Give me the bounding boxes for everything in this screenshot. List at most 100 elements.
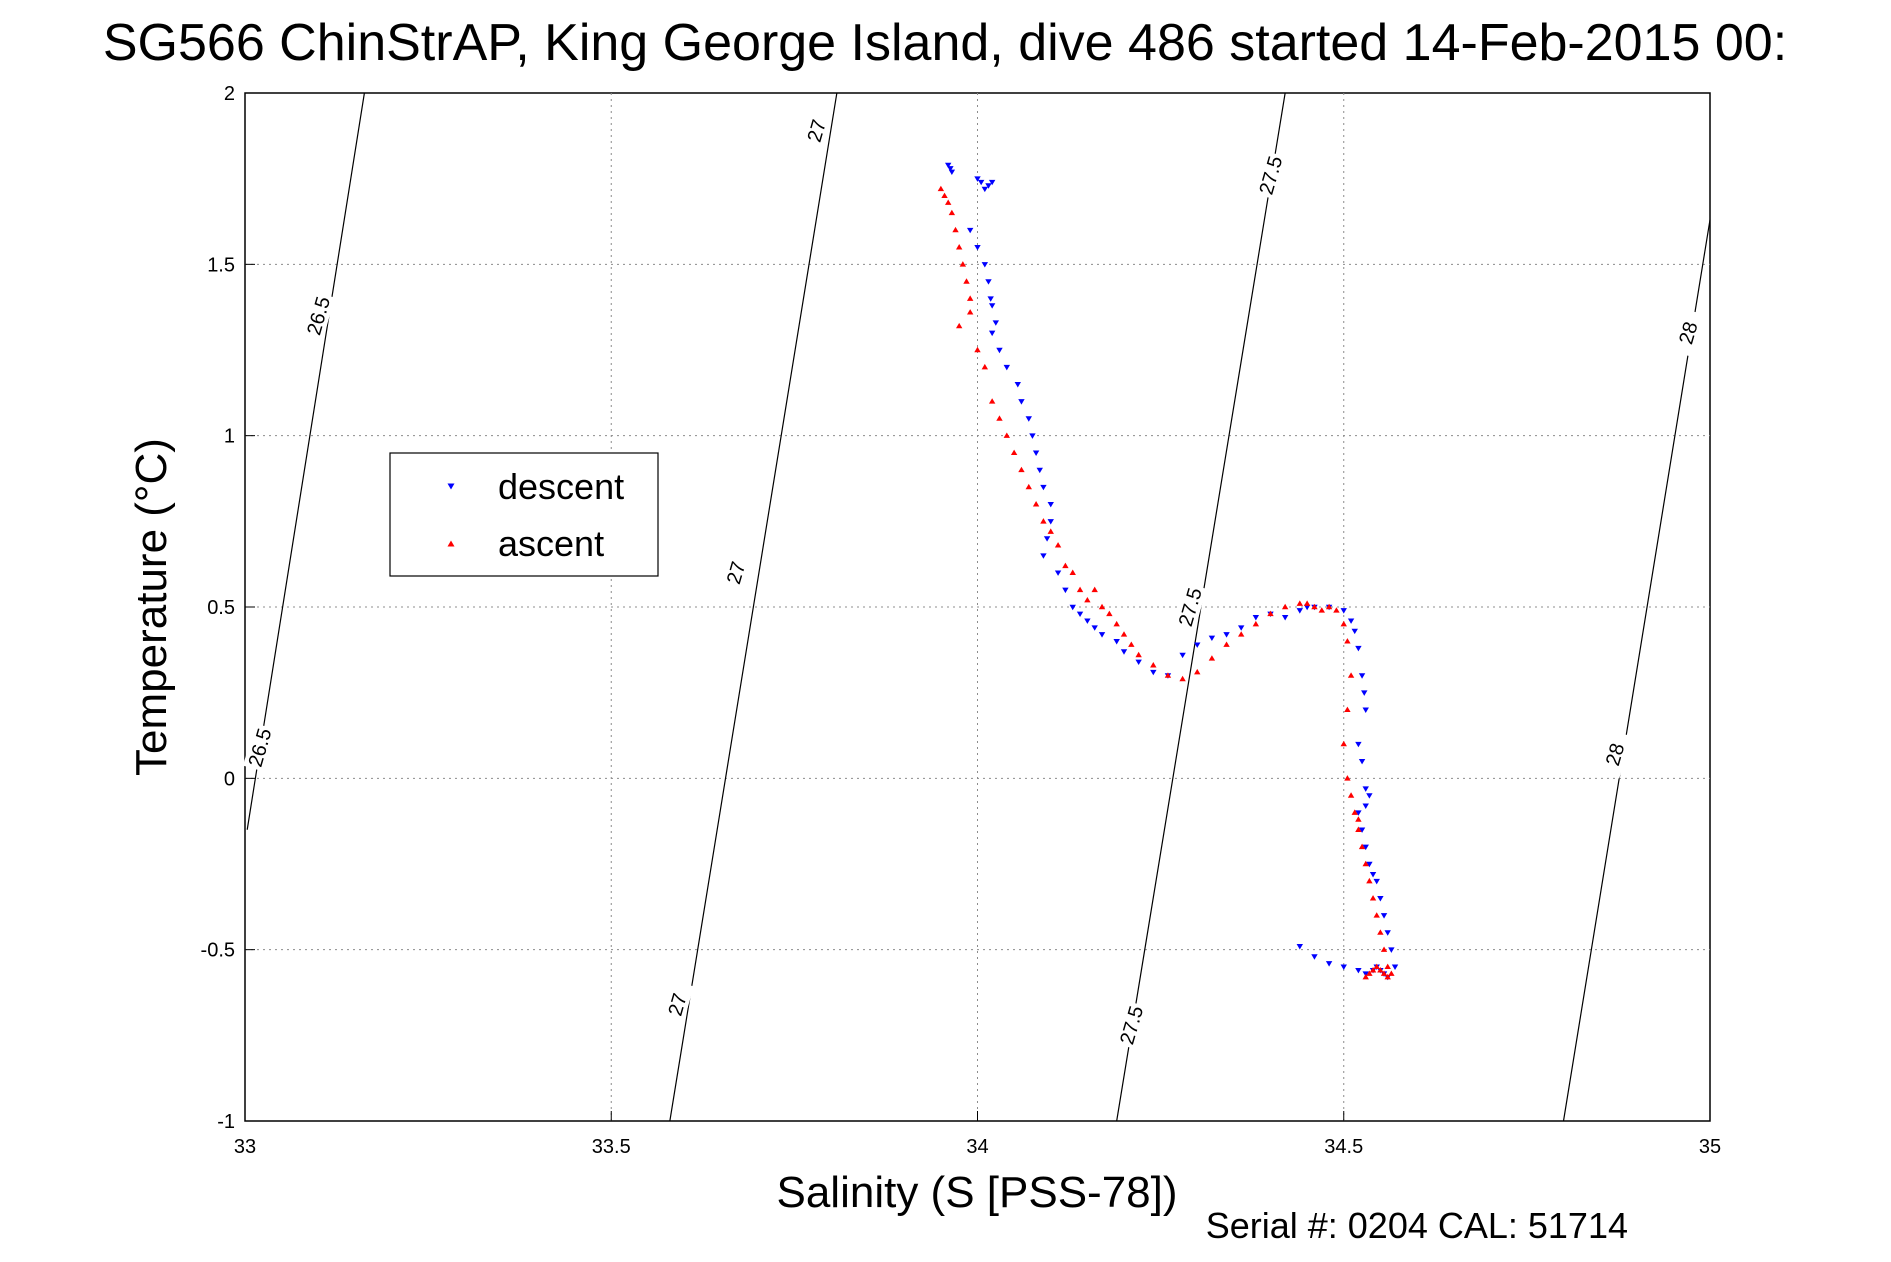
- ascent-point: [996, 415, 1003, 421]
- descent-point: [1062, 587, 1069, 594]
- x-tick-label: 34: [966, 1136, 988, 1158]
- descent-point: [988, 330, 996, 337]
- ascent-point: [955, 322, 963, 329]
- ascent-point: [1208, 655, 1216, 661]
- descent-point: [1054, 570, 1062, 576]
- descent-point: [1362, 844, 1369, 851]
- ascent-point: [974, 346, 981, 353]
- descent-point: [1380, 913, 1388, 919]
- ascent-point: [1384, 973, 1391, 980]
- descent-point: [1340, 608, 1347, 614]
- isopycnal-line-28: [1562, 219, 1711, 1122]
- descent-point: [1355, 741, 1362, 748]
- descent-point: [1069, 604, 1076, 611]
- ascent-point: [1194, 668, 1201, 675]
- ascent-point: [1025, 483, 1032, 490]
- ascent-point: [1164, 672, 1172, 678]
- ascent-point: [1362, 973, 1369, 980]
- ascent-point: [955, 244, 963, 250]
- descent-point: [996, 347, 1003, 354]
- ascent-point: [1351, 809, 1358, 815]
- ascent-point: [1267, 610, 1274, 617]
- ascent-point: [966, 295, 974, 301]
- descent-point: [1296, 608, 1303, 614]
- isopycnal-label-bg: [1253, 151, 1288, 200]
- ascent-point: [1311, 603, 1318, 610]
- descent-point: [1366, 793, 1373, 799]
- descent-point: [1362, 786, 1369, 792]
- ascent-point: [966, 309, 974, 315]
- descent-point: [1040, 553, 1047, 559]
- x-tick-label: 35: [1699, 1136, 1721, 1158]
- ascent-point: [1369, 967, 1377, 973]
- descent-point: [1311, 954, 1318, 960]
- x-tick-label: 33.5: [592, 1136, 631, 1158]
- descent-point: [1373, 878, 1380, 885]
- isopycnal-label-bg: [301, 291, 335, 340]
- ascent-point: [1384, 963, 1391, 970]
- grid: [245, 93, 1710, 1121]
- descent-point: [1043, 536, 1051, 542]
- ascent-point: [1344, 775, 1351, 781]
- descent-point: [1377, 896, 1384, 902]
- ascent-point: [959, 261, 967, 267]
- descent-point: [1238, 625, 1245, 631]
- descent-point: [987, 296, 994, 302]
- descent-point: [1084, 618, 1091, 624]
- descent-point: [1179, 652, 1186, 659]
- ascent-point: [1296, 600, 1303, 606]
- legend-ascent-marker: [447, 540, 455, 547]
- ascent-point: [1380, 970, 1388, 976]
- descent-point: [988, 303, 996, 309]
- y-tick-label: 1.5: [207, 254, 235, 276]
- descent-point: [988, 179, 996, 186]
- isopycnal-label-bg: [1173, 582, 1207, 632]
- isopycnal-label-bg: [660, 980, 694, 1029]
- ascent-point: [1358, 843, 1366, 850]
- ascent-point: [1303, 600, 1311, 606]
- descent-point: [945, 162, 952, 169]
- ascent-point: [1318, 607, 1325, 613]
- ascent-point: [1340, 620, 1347, 627]
- ascent-point: [1069, 569, 1076, 575]
- isopycnal-label-bg: [1598, 730, 1632, 779]
- descent-point: [1362, 707, 1369, 713]
- descent-point: [1355, 810, 1362, 816]
- descent-point: [1340, 964, 1347, 970]
- isopycnal-line-26.5: [246, 92, 365, 830]
- ascent-point: [1340, 740, 1347, 747]
- ascent-point: [948, 209, 956, 216]
- ascent-point: [1325, 603, 1333, 610]
- descent-point: [974, 244, 981, 251]
- descent-point: [1047, 501, 1054, 508]
- descent-point: [1369, 872, 1377, 878]
- descent-point: [1194, 642, 1201, 648]
- ascent-point: [1380, 946, 1388, 952]
- y-tick-label: -0.5: [201, 940, 235, 962]
- descent-point: [1120, 649, 1128, 655]
- legend-descent-label: descent: [498, 466, 624, 507]
- isopycnal-label-bg: [1671, 308, 1705, 358]
- ascent-point: [1084, 596, 1091, 603]
- ascent-point: [1091, 586, 1098, 593]
- ascent-point: [1010, 449, 1018, 456]
- ascent-point: [1238, 631, 1245, 637]
- y-tick-label: 2: [224, 83, 235, 105]
- ascent-point: [1054, 542, 1062, 548]
- descent-point: [1388, 947, 1395, 953]
- ascent-point: [937, 185, 945, 192]
- descent-point: [1029, 433, 1036, 439]
- descent-point: [1113, 639, 1120, 645]
- ascent-point: [1355, 826, 1362, 832]
- ascent-point: [1113, 620, 1120, 627]
- isopycnal-line-27: [669, 92, 838, 1122]
- y-tick-label: 0.5: [207, 597, 235, 619]
- ascent-point: [1344, 638, 1351, 644]
- descent-point: [1358, 758, 1366, 765]
- descent-point: [1358, 673, 1366, 679]
- descent-point: [1150, 669, 1157, 676]
- descent-point: [1358, 827, 1366, 833]
- descent-point: [992, 320, 1000, 326]
- ascent-point: [1018, 466, 1025, 473]
- descent-point: [985, 279, 992, 285]
